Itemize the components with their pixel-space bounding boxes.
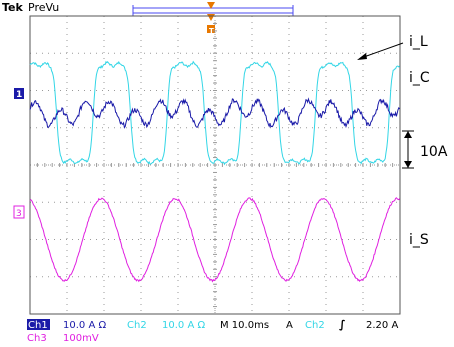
ch1-label: Ch1 [28,320,48,331]
ch1-scale: 10.0 A Ω [63,320,106,331]
svg-text:i_L: i_L [409,34,428,50]
scale-annotation: 10A [402,130,448,169]
trigger-source: Ch2 [305,320,325,331]
mode-label: PreVu [28,1,59,14]
status-bar: Ch1 10.0 A Ω Ch2 10.0 A Ω M 10.0ms A Ch2… [27,318,398,344]
svg-text:1: 1 [16,90,22,100]
record-length-bar [132,5,294,16]
i-c-trace [29,97,401,129]
timebase: M 10.0ms [220,320,269,331]
i-l-trace [29,60,400,166]
graticule [29,15,401,315]
i-c-annotation: i_C [409,70,430,86]
i-l-annotation: i_L [357,34,428,60]
trigger-slope-icon: ∫ [339,318,346,331]
svg-text:3: 3 [16,209,22,219]
trigger-level: 2.20 A [366,320,398,331]
ch2-label: Ch2 [127,320,147,331]
ch3-label: Ch3 [27,333,47,344]
ch3-ground-marker[interactable]: 3 [13,205,25,219]
i-s-trace [29,197,401,283]
brand-label: Tek [2,1,24,14]
trigger-mode: A [286,320,293,331]
i-s-annotation: i_S [409,232,429,248]
ch3-scale: 100mV [63,333,99,344]
trigger-position-icon[interactable]: T [207,2,215,35]
svg-text:T: T [209,27,214,35]
svg-text:10A: 10A [420,144,448,160]
ch1-ground-marker[interactable]: 1 [14,88,24,100]
ch2-scale: 10.0 A Ω [162,320,205,331]
